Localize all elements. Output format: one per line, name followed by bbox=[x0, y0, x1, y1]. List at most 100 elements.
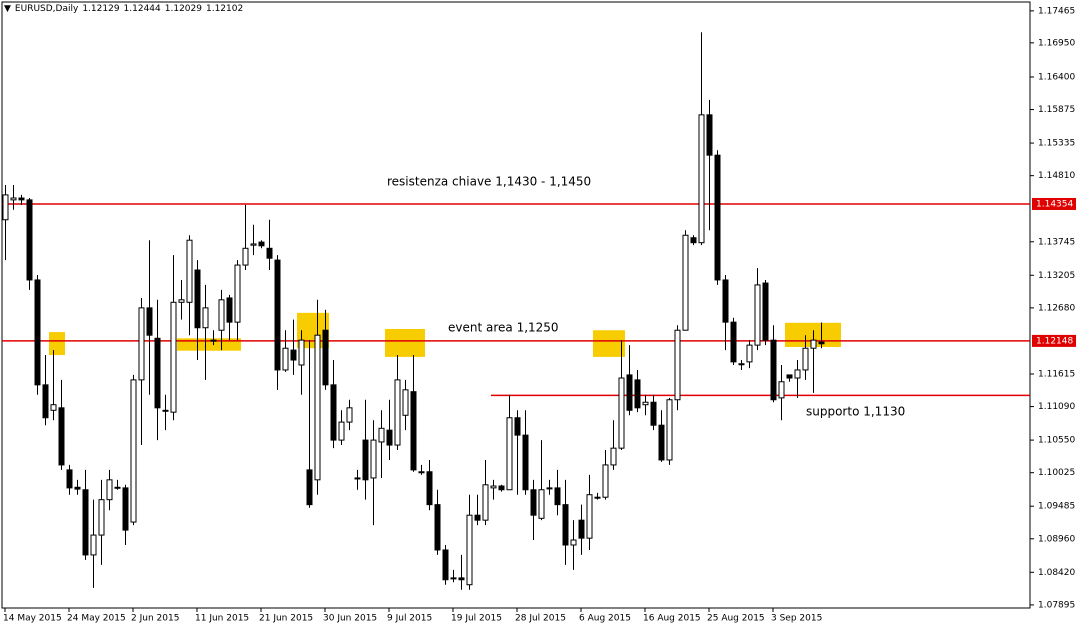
candle-body bbox=[770, 339, 777, 401]
candle-body bbox=[714, 154, 721, 281]
y-tick-label: 1.08960 bbox=[1038, 534, 1075, 544]
x-tick-label: 25 Aug 2015 bbox=[707, 614, 765, 624]
candle-body bbox=[386, 429, 393, 446]
candle-body bbox=[146, 307, 153, 336]
x-tick-label: 21 Jun 2015 bbox=[259, 614, 313, 624]
candle-body bbox=[738, 363, 745, 366]
candle-body bbox=[586, 494, 593, 539]
candle-body bbox=[338, 421, 345, 441]
candle-body bbox=[554, 487, 561, 506]
level-tag-label: 1.14354 bbox=[1036, 199, 1073, 209]
candle-body bbox=[250, 243, 257, 246]
y-tick-label: 1.08420 bbox=[1038, 568, 1075, 578]
candle-body bbox=[666, 399, 673, 461]
candle-body bbox=[370, 439, 377, 479]
x-tick-label: 14 May 2015 bbox=[3, 614, 62, 624]
candle-body bbox=[178, 299, 185, 303]
candle-body bbox=[98, 499, 105, 536]
candle-body bbox=[282, 347, 289, 371]
candle-body bbox=[514, 417, 521, 436]
candle-body bbox=[450, 577, 457, 580]
x-tick-label: 6 Aug 2015 bbox=[579, 614, 631, 624]
candle-body bbox=[762, 282, 769, 341]
candle-body bbox=[290, 349, 297, 361]
candle-body bbox=[802, 347, 809, 371]
candle-body bbox=[2, 194, 9, 221]
candle-body bbox=[162, 409, 169, 412]
y-tick-label: 1.11090 bbox=[1038, 402, 1075, 412]
y-tick-label: 1.14810 bbox=[1038, 171, 1075, 181]
y-tick-label: 1.17465 bbox=[1038, 6, 1075, 16]
candle-body bbox=[658, 424, 665, 461]
candle-body bbox=[722, 279, 729, 323]
candle-body bbox=[610, 447, 617, 466]
candle-body bbox=[442, 549, 449, 581]
candle-body bbox=[186, 239, 193, 303]
candle-body bbox=[650, 401, 657, 426]
candle-body bbox=[362, 439, 369, 481]
candle-body bbox=[66, 469, 73, 489]
x-tick-label: 2 Jun 2015 bbox=[131, 614, 179, 624]
candle-body bbox=[410, 391, 417, 471]
candle-body bbox=[754, 284, 761, 346]
y-tick-label: 1.13205 bbox=[1038, 271, 1075, 281]
candle-body bbox=[426, 471, 433, 506]
candle-body bbox=[306, 469, 313, 506]
candle-body bbox=[634, 379, 641, 409]
header: ▼ EURUSD,Daily 1.12129 1.12444 1.12029 1.1210… bbox=[4, 4, 247, 14]
candle-body bbox=[578, 519, 585, 539]
x-tick-label: 11 Jun 2015 bbox=[195, 614, 249, 624]
candle-body bbox=[706, 114, 713, 156]
level-tag bbox=[1032, 197, 1076, 210]
candle-body bbox=[242, 247, 249, 266]
candle-body bbox=[106, 479, 113, 501]
candle-body bbox=[258, 241, 265, 247]
level-tag-label: 1.12148 bbox=[1036, 336, 1073, 346]
y-tick-label: 1.15875 bbox=[1038, 105, 1075, 115]
candle-body bbox=[394, 379, 401, 446]
candle-body bbox=[490, 485, 497, 489]
candle-body bbox=[18, 197, 25, 201]
candle-body bbox=[170, 301, 177, 413]
candle-body bbox=[266, 247, 273, 259]
candle-body bbox=[234, 264, 241, 323]
candle-body bbox=[818, 341, 825, 345]
candle-body bbox=[114, 486, 121, 489]
candle-body bbox=[378, 427, 385, 443]
candle-body bbox=[10, 197, 17, 201]
candle-body bbox=[154, 337, 161, 409]
y-tick-label: 1.10550 bbox=[1038, 436, 1075, 446]
candle-body bbox=[690, 237, 697, 244]
x-tick-label: 24 May 2015 bbox=[67, 614, 126, 624]
x-tick-label: 30 Jun 2015 bbox=[323, 614, 377, 624]
candle-body bbox=[498, 485, 505, 491]
x-tick-label: 3 Sep 2015 bbox=[771, 614, 822, 624]
candle-body bbox=[642, 401, 649, 406]
menu-arrow[interactable]: ▼ bbox=[4, 4, 11, 14]
x-tick-label: 19 Jul 2015 bbox=[451, 614, 502, 624]
candle-body bbox=[82, 489, 89, 556]
candle-body bbox=[794, 369, 801, 379]
candle-body bbox=[298, 339, 305, 366]
candle-body bbox=[482, 484, 489, 521]
candle-body bbox=[274, 259, 281, 371]
candle-body bbox=[674, 329, 681, 401]
candle-body bbox=[474, 514, 481, 521]
candle-body bbox=[402, 389, 409, 416]
candle-body bbox=[786, 374, 793, 379]
candle-body bbox=[810, 339, 817, 349]
candle-body bbox=[778, 381, 785, 399]
zone bbox=[593, 330, 625, 357]
candle-body bbox=[226, 297, 233, 323]
candle-body bbox=[546, 487, 553, 490]
high: 1.12444 bbox=[123, 4, 161, 14]
candle-body bbox=[682, 234, 689, 331]
candle-body bbox=[194, 269, 201, 329]
candle-body bbox=[202, 307, 209, 329]
y-tick-label: 1.12680 bbox=[1038, 303, 1075, 313]
candle-body bbox=[698, 114, 705, 244]
candle-body bbox=[330, 384, 337, 441]
candle-body bbox=[506, 417, 513, 491]
candle-body bbox=[594, 496, 601, 499]
